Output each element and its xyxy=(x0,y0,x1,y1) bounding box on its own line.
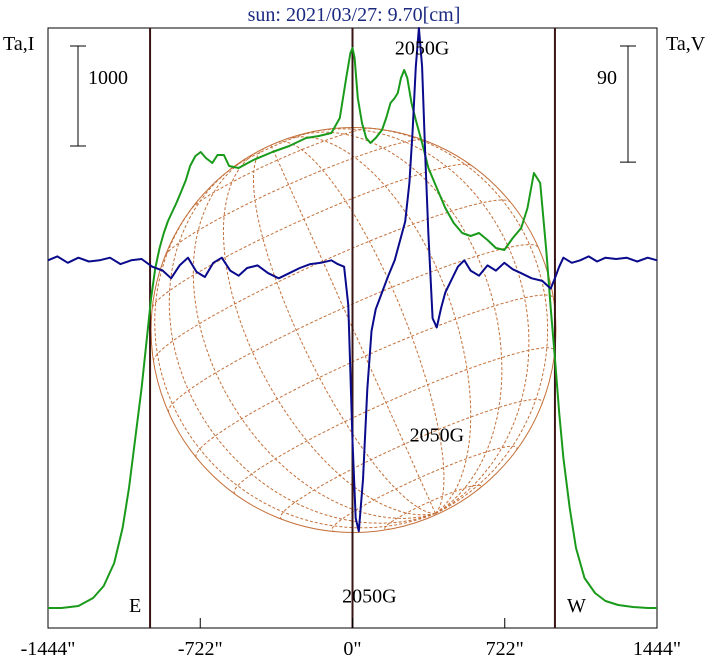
field-annotation: 2050G xyxy=(410,424,464,446)
series-ta-v-line xyxy=(47,27,658,533)
latitude-line xyxy=(191,127,371,209)
meridian-line xyxy=(285,136,472,514)
x-axis-ticks: -1444" -722" 0" 722" 1444" xyxy=(21,618,681,660)
left-scale-label: 1000 xyxy=(88,67,128,89)
meridian-line xyxy=(360,127,549,514)
latitude-line xyxy=(280,398,543,520)
limb-label-east: E xyxy=(129,595,141,617)
latitude-line xyxy=(151,163,471,308)
limb-markers xyxy=(149,28,556,628)
text-layer: sun: 2021/03/27: 9.70[cm] Ta,I Ta,V 1000… xyxy=(3,4,706,617)
left-axis-label: Ta,I xyxy=(3,33,34,55)
series-layer xyxy=(47,27,658,609)
latitude-line xyxy=(331,445,518,533)
right-axis-label: Ta,V xyxy=(666,33,706,55)
chart-title: sun: 2021/03/27: 9.70[cm] xyxy=(248,4,461,26)
limb-label-west: W xyxy=(567,595,586,617)
x-tick-label: 0" xyxy=(343,638,361,660)
x-tick-label: 722" xyxy=(486,638,524,660)
left-scale-bar xyxy=(70,45,86,147)
meridian-line xyxy=(154,199,436,529)
meridian-line xyxy=(168,168,436,524)
meridian-line xyxy=(278,141,445,514)
latitude-line xyxy=(153,199,511,362)
x-tick-label: -722" xyxy=(178,638,223,660)
field-annotation: 2050G xyxy=(342,586,396,608)
meridian-line xyxy=(270,145,436,514)
right-scale-label: 90 xyxy=(597,67,617,89)
field-annotation: 2050G xyxy=(395,37,449,59)
right-scale-bar xyxy=(620,45,636,163)
meridian-line xyxy=(222,151,436,516)
x-tick-label: 1444" xyxy=(633,638,681,660)
series-ta-i-line xyxy=(48,47,657,609)
meridian-line xyxy=(253,148,436,514)
annotations: 2050G 2050G 2050G xyxy=(342,37,464,607)
x-tick-label: -1444" xyxy=(21,638,76,660)
